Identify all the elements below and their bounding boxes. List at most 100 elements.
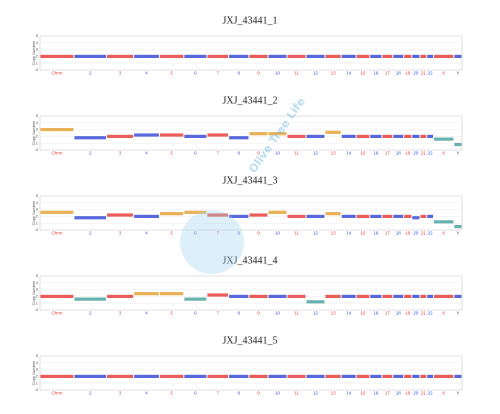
chart-title: JXJ_43441_1: [222, 15, 277, 26]
copy-segment: [106, 374, 134, 378]
x-tick-label: 9: [257, 311, 260, 316]
copy-segment: [74, 136, 106, 140]
x-tick-label: 5: [170, 151, 173, 156]
copy-segment: [184, 210, 207, 214]
copy-segment: [268, 54, 287, 58]
copy-segment: [382, 374, 393, 378]
copy-segment: [434, 374, 454, 378]
copy-segment: [134, 214, 159, 218]
y-tick-label: 1: [36, 220, 39, 225]
copy-segment: [356, 54, 370, 58]
x-tick-label: 22: [428, 391, 434, 396]
x-tick-label: X: [442, 311, 445, 316]
x-tick-label: X: [442, 231, 445, 236]
copy-segment: [134, 54, 159, 58]
copy-segment: [356, 134, 370, 138]
plot-area: [39, 195, 463, 231]
plot-area: [39, 275, 463, 311]
copy-segment: [159, 292, 184, 296]
x-tick-label: 9: [257, 151, 260, 156]
x-tick-label: 4: [145, 311, 148, 316]
x-tick-label: 16: [373, 231, 379, 236]
x-tick-label: 5: [170, 391, 173, 396]
copy-segment: [287, 134, 306, 138]
copy-segment: [268, 132, 287, 136]
x-tick-label: 12: [313, 311, 319, 316]
chart-title: JXJ_43441_2: [222, 95, 277, 106]
copy-segment: [420, 294, 427, 298]
x-tick-label: 2: [89, 151, 92, 156]
copy-segment: [341, 294, 356, 298]
y-tick-label: 1: [36, 300, 39, 305]
x-tick-label: Chrm: [51, 151, 62, 156]
copy-segment: [249, 294, 268, 298]
copy-segment: [370, 214, 382, 218]
x-tick-label: 10: [275, 71, 281, 76]
copy-segment: [106, 54, 134, 58]
y-tick-label: 5: [36, 33, 39, 38]
x-tick-label: 16: [373, 71, 379, 76]
x-tick-label: 3: [119, 311, 122, 316]
copy-segment: [287, 294, 306, 298]
x-tick-label: 12: [313, 71, 319, 76]
x-tick-label: 19: [405, 391, 411, 396]
x-tick-label: 19: [405, 151, 411, 156]
x-tick-label: 11: [294, 71, 299, 76]
x-tick-label: 14: [346, 71, 352, 76]
x-tick-label: 17: [385, 231, 391, 236]
x-tick-label: 5: [170, 311, 173, 316]
x-tick-label: 21: [421, 311, 427, 316]
x-tick-label: 17: [385, 311, 391, 316]
y-tick-label: 4: [36, 200, 39, 205]
copy-segment: [249, 54, 268, 58]
copy-segment: [74, 374, 106, 378]
copy-segment: [134, 292, 159, 296]
x-tick-label: 18: [396, 231, 402, 236]
copy-segment: [454, 225, 462, 229]
x-tick-label: Chrm: [51, 231, 62, 236]
x-tick-label: 13: [331, 391, 337, 396]
x-tick-label: 6: [194, 391, 197, 396]
x-tick-label: Y: [456, 391, 459, 396]
copy-segment: [306, 300, 325, 304]
copy-segment: [184, 134, 207, 138]
y-axis-label: Copy Number: [31, 280, 36, 305]
y-tick-label: 5: [36, 193, 39, 198]
copy-segment: [393, 374, 404, 378]
x-tick-label: 20: [413, 231, 419, 236]
copy-segment: [229, 294, 249, 298]
y-tick-label: 2: [36, 133, 39, 138]
y-tick-label: 0: [36, 307, 39, 312]
y-tick-label: 1: [36, 140, 39, 145]
x-tick-label: 18: [396, 71, 402, 76]
x-tick-label: 13: [331, 71, 337, 76]
x-tick-label: 19: [405, 231, 411, 236]
x-tick-label: 14: [346, 151, 352, 156]
x-tick-label: 21: [421, 71, 427, 76]
x-tick-label: 9: [257, 231, 260, 236]
copy-segment: [420, 214, 427, 218]
y-axis-label: Copy Number: [31, 120, 36, 145]
copy-segment: [249, 374, 268, 378]
copy-segment: [420, 374, 427, 378]
x-tick-label: 10: [275, 231, 281, 236]
x-tick-label: 8: [238, 391, 241, 396]
y-tick-label: 5: [36, 113, 39, 118]
copy-segment: [106, 294, 134, 298]
x-tick-label: 8: [238, 151, 241, 156]
y-tick-label: 1: [36, 380, 39, 385]
y-tick-label: 2: [36, 293, 39, 298]
x-tick-label: 21: [421, 231, 427, 236]
y-axis-label: Copy Number: [31, 200, 36, 225]
x-tick-label: X: [442, 391, 445, 396]
y-axis-label: Copy Number: [31, 360, 36, 385]
x-tick-label: 21: [421, 391, 427, 396]
copy-segment: [341, 374, 356, 378]
copy-segment: [40, 374, 74, 378]
x-tick-label: 18: [396, 151, 402, 156]
copy-segment: [268, 294, 287, 298]
copy-segment: [412, 374, 420, 378]
x-tick-label: 7: [216, 311, 219, 316]
